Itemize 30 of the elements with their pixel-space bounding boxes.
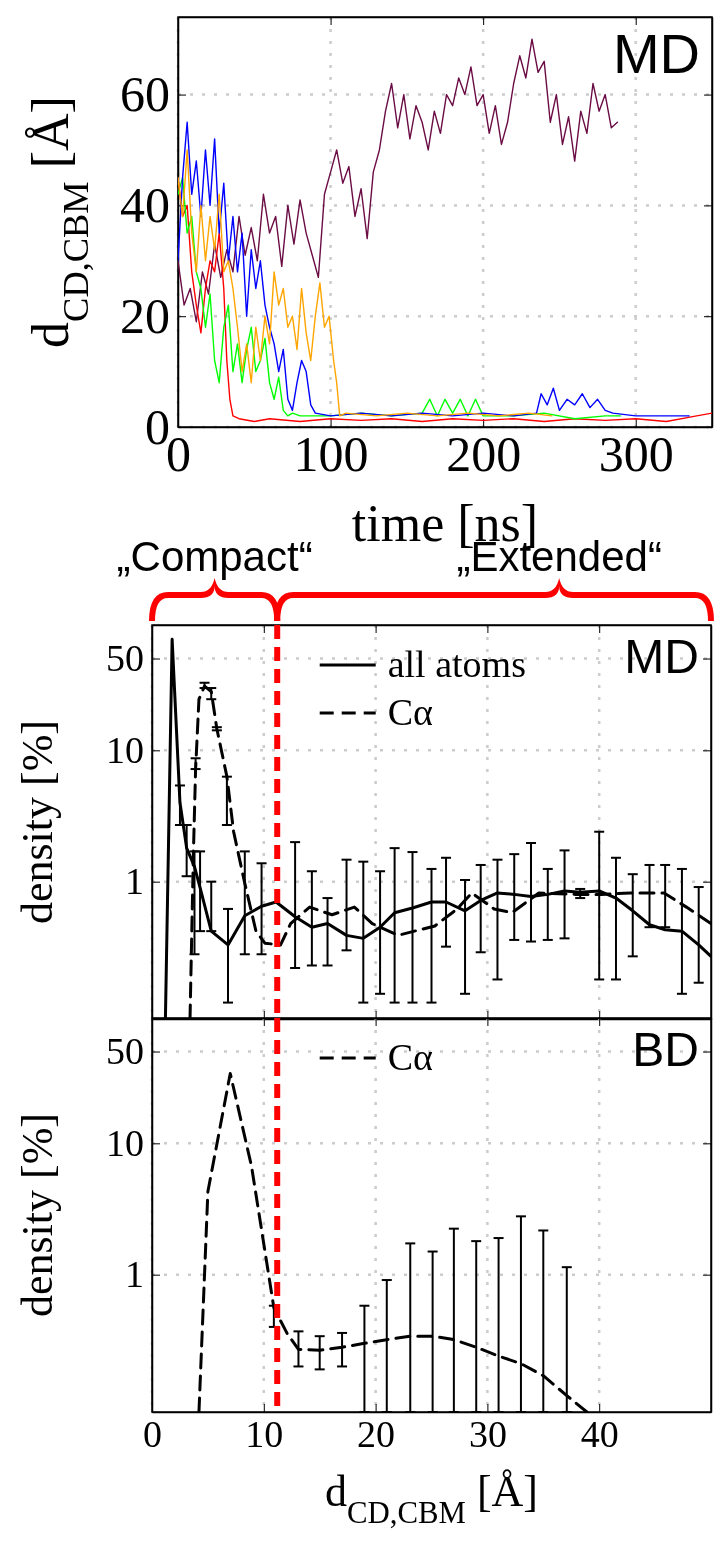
y-axis-title: density [%] — [13, 719, 62, 925]
y-tick-label: 50 — [106, 1030, 144, 1073]
y-tick-label: 60 — [120, 66, 170, 123]
annotation: MD — [612, 22, 700, 85]
x-tick-label: 40 — [580, 1412, 619, 1455]
text: „Compact“ — [116, 533, 313, 580]
x-tick-label: 200 — [446, 425, 522, 482]
line-series — [178, 176, 622, 420]
y-tick-label: 1 — [125, 860, 144, 903]
annotation: BD — [632, 1023, 699, 1076]
y-tick-label: 50 — [106, 637, 144, 680]
legend-label: Cα — [387, 691, 434, 733]
y-axis-title: density [%] — [13, 1112, 62, 1318]
y-tick-label: 10 — [106, 1121, 144, 1164]
x-tick-label: 10 — [245, 1412, 284, 1455]
x-tick-label: 300 — [598, 425, 674, 482]
y-tick-label: 1 — [125, 1253, 144, 1296]
line-series — [178, 149, 553, 417]
annotation: MD — [624, 630, 699, 683]
x-tick-label: 20 — [357, 1412, 396, 1455]
y-tick-label: 20 — [120, 287, 170, 344]
legend-label: all atoms — [387, 643, 526, 685]
legend-label: Cα — [387, 1036, 434, 1078]
y-tick-label: 40 — [120, 176, 170, 233]
y-tick-label: 10 — [106, 728, 144, 771]
x-tick-label: 30 — [468, 1412, 507, 1455]
x-tick-label: 100 — [293, 425, 369, 482]
line-series — [178, 121, 690, 417]
x-axis-title: d$_{CD,CBM}$ [Å] — [324, 1467, 539, 1530]
line-series — [178, 38, 619, 323]
